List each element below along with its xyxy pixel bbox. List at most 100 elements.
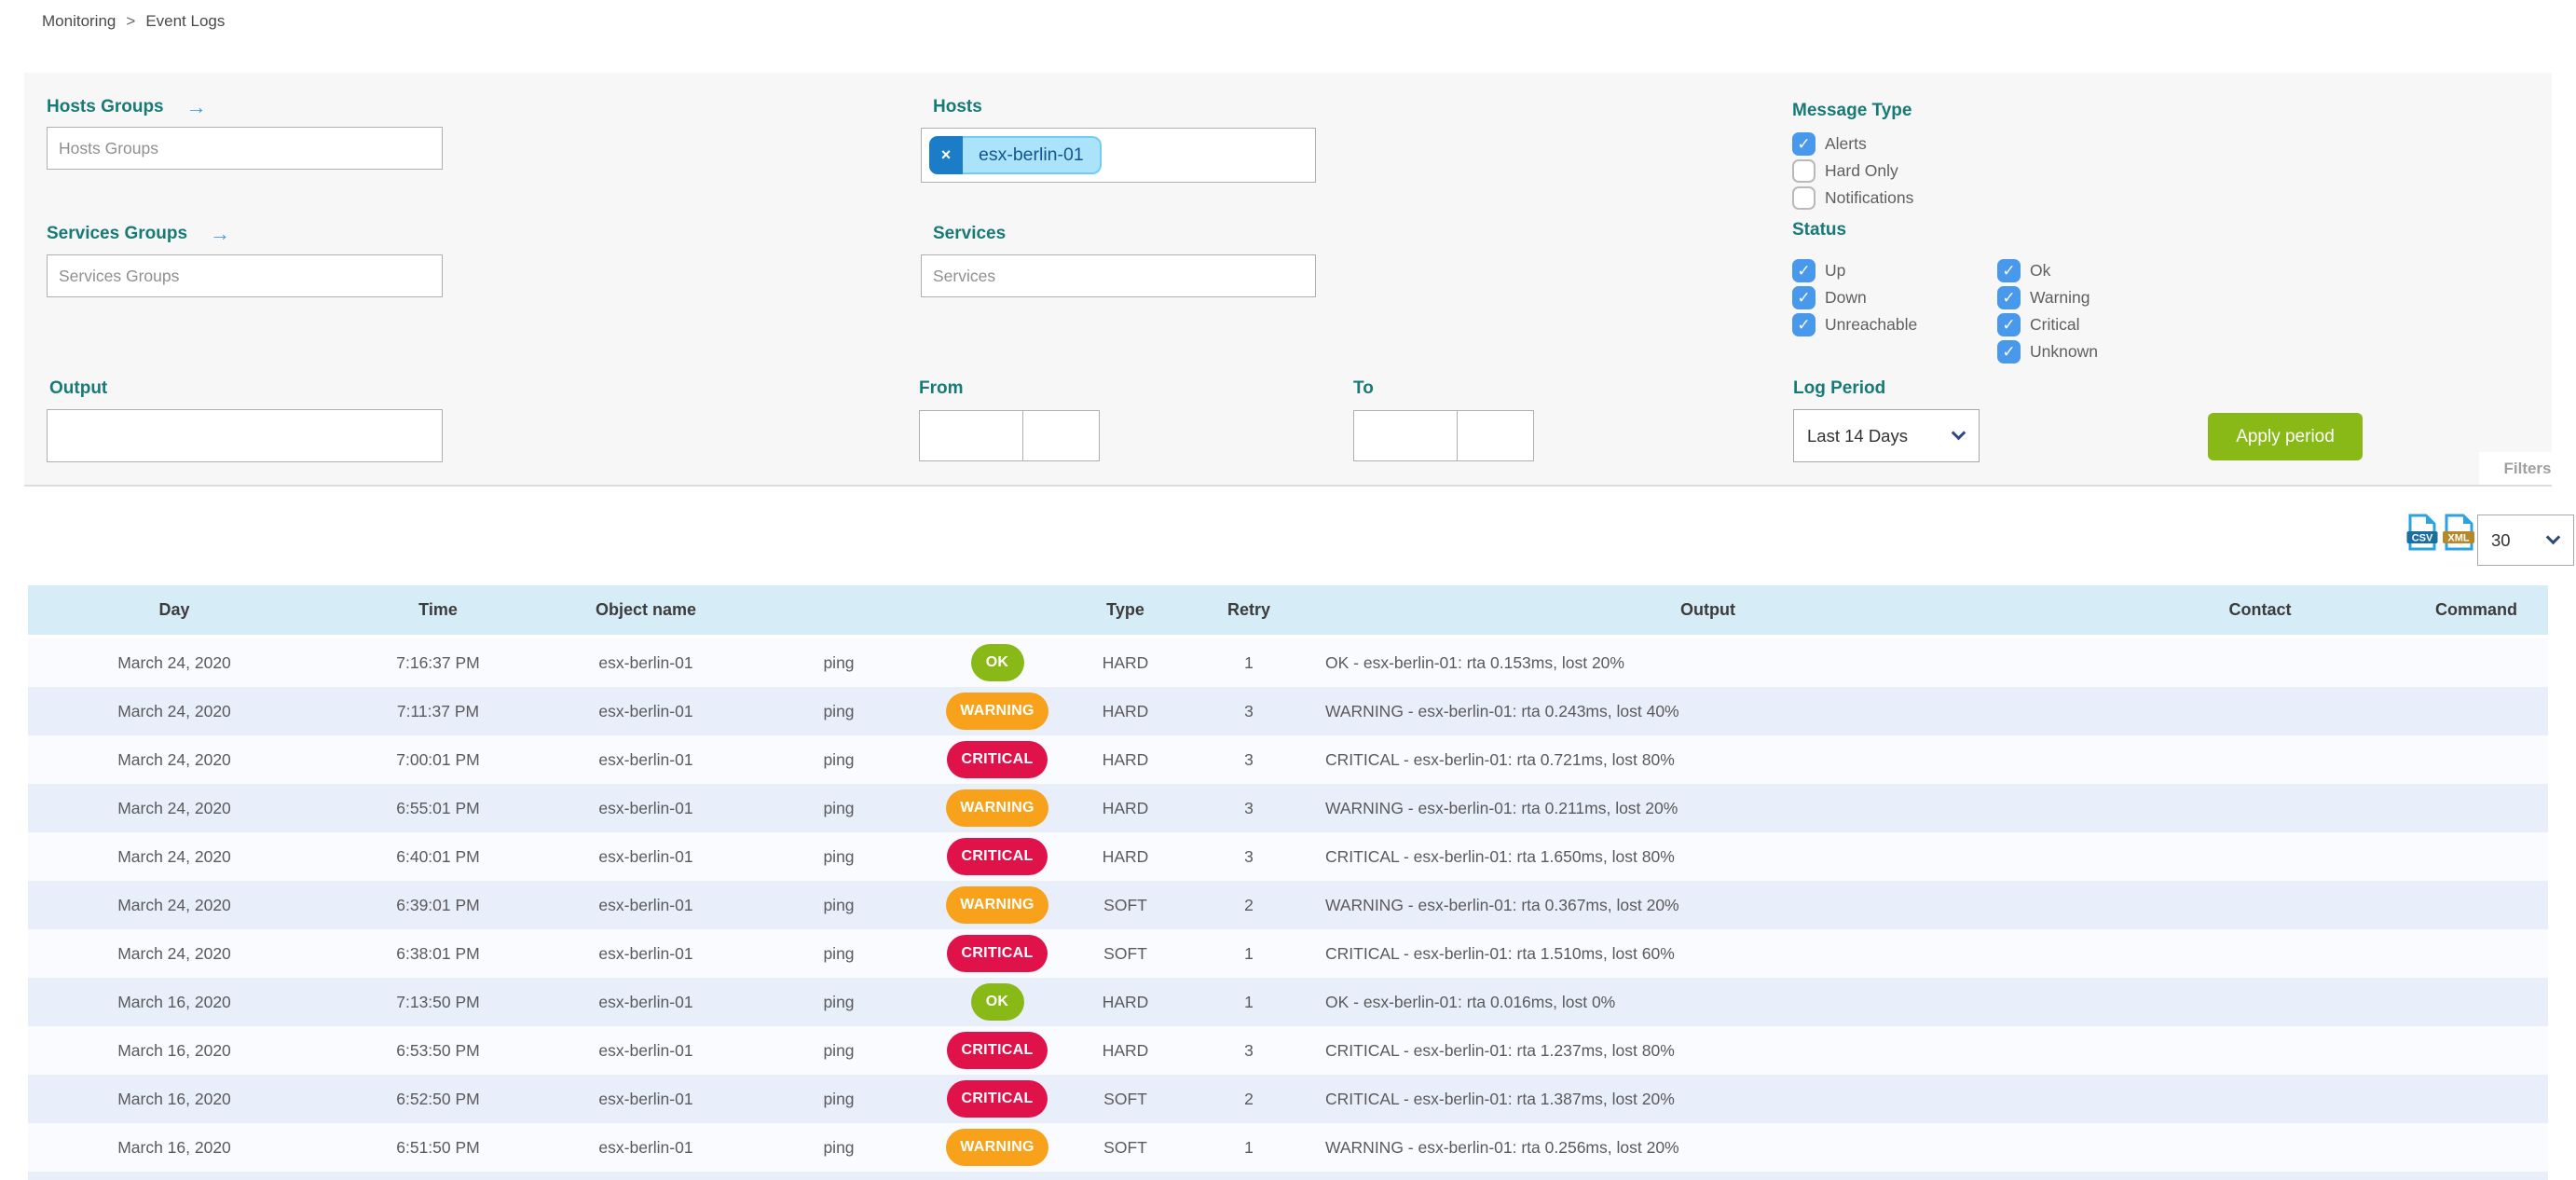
cell-command [2405,638,2548,687]
log-period-label: Log Period [1793,378,1886,398]
cell-object-name: esx-berlin-01 [598,895,693,914]
cell-retry: 3 [1244,701,1254,720]
cell-output: CRITICAL - esx-berlin-01: rta 1.237ms, l… [1325,1040,1675,1060]
breadcrumb-monitoring[interactable]: Monitoring [42,12,116,30]
checkbox-option[interactable]: Notifications [1792,185,1913,212]
cell-service: ping [823,749,855,769]
page-size-select[interactable]: 30 [2477,515,2574,566]
cell-retry: 3 [1244,749,1254,769]
cell-output: WARNING - esx-berlin-01: rta 0.243ms, lo… [1325,701,1679,720]
cell-status: OK [941,978,1053,1026]
to-date-input[interactable] [1353,410,1458,461]
apply-period-button[interactable]: Apply period [2208,413,2363,460]
checkbox-option[interactable]: ✓ Unreachable [1792,311,1917,338]
column-header [736,585,941,635]
cell-service: ping [823,1137,855,1157]
table-row: March 16, 2020 6:53:50 PM esx-berlin-01 … [28,1026,2548,1075]
cell-type: SOFT [1103,895,1147,914]
cell-status: WARNING [941,784,1053,832]
column-header: Type [1106,600,1144,619]
cell-retry: 3 [1244,1040,1254,1060]
table-row: March 24, 2020 7:16:37 PM esx-berlin-01 … [28,638,2548,687]
cell-service: ping [823,798,855,817]
cell-status: WARNING [941,687,1053,735]
checkbox-option[interactable]: Hard Only [1792,158,1913,185]
chip-label: esx-berlin-01 [963,136,1102,174]
cell-contact [2116,1123,2405,1172]
hosts-input[interactable]: × esx-berlin-01 [921,128,1316,183]
to-time-input[interactable] [1457,410,1534,461]
cell-output: CRITICAL - esx-berlin-01: rta 1.387ms, l… [1325,1089,1675,1108]
hosts-groups-input[interactable] [47,127,443,170]
cell-time: 6:38:01 PM [396,943,480,963]
chip-remove-icon[interactable]: × [929,136,963,174]
hosts-groups-label: Hosts Groups → [47,95,207,118]
column-header [941,585,1053,635]
output-input[interactable] [47,409,443,462]
checkbox-option[interactable]: ✓ Critical [1997,311,2098,338]
services-input[interactable] [921,254,1316,297]
cell-contact [2116,1026,2405,1075]
checkbox-icon: ✓ [1792,313,1816,336]
cell-output: WARNING - esx-berlin-01: rta 0.256ms, lo… [1325,1137,1679,1157]
output-label: Output [49,378,108,398]
cell-contact [2116,978,2405,1026]
cell-service: ping [823,1040,855,1060]
checkbox-option[interactable]: ✓ Alerts [1792,130,1913,158]
cell-output: CRITICAL - esx-berlin-01: rta 1.510ms, l… [1325,943,1675,963]
status-badge: WARNING [946,886,1048,924]
checkbox-option[interactable]: ✓ Up [1792,257,1917,284]
from-date-input[interactable] [919,410,1023,461]
cell-command [2405,1075,2548,1123]
status-badge: OK [970,644,1024,681]
cell-status: WARNING [941,881,1053,929]
cell-time: 6:55:01 PM [396,798,480,817]
cell-contact [2116,638,2405,687]
cell-object-name: esx-berlin-01 [598,749,693,769]
cell-status: OK [941,638,1053,687]
cell-output: CRITICAL - esx-berlin-01: rta 1.650ms, l… [1325,846,1675,866]
checkbox-option[interactable]: ✓ Warning [1997,284,2098,311]
table-row: March 24, 2020 7:00:01 PM esx-berlin-01 … [28,735,2548,784]
cell-type: HARD [1102,798,1149,817]
xml-export-icon[interactable]: XML [2442,514,2475,556]
cell-day: March 16, 2020 [117,1040,231,1060]
cell-time: 7:16:37 PM [396,652,480,672]
from-time-input[interactable] [1022,410,1100,461]
checkbox-icon: ✓ [1997,286,2021,309]
cell-retry: 2 [1244,1089,1254,1108]
cell-status: CRITICAL [941,1026,1053,1075]
cell-command [2405,735,2548,784]
status-badge: WARNING [946,693,1048,730]
checkbox-option[interactable]: ✓ Ok [1997,257,2098,284]
event-log-table: Day Time Object name Type Retry Output Contact… [28,585,2548,1180]
svg-text:XML: XML [2447,533,2470,544]
checkbox-option[interactable]: ✓ Down [1792,284,1917,311]
cell-type: SOFT [1103,1089,1147,1108]
cell-contact [2116,735,2405,784]
log-period-select[interactable]: Last 14 Days [1793,409,1980,462]
services-groups-input[interactable] [47,254,443,297]
cell-type: HARD [1102,1040,1149,1060]
column-header: Command [2434,600,2517,619]
table-row: March 16, 2020 6:52:50 PM esx-berlin-01 … [28,1075,2548,1123]
cell-status: WARNING [941,1123,1053,1172]
cell-type: HARD [1102,652,1149,672]
arrow-right-icon[interactable]: → [210,222,231,245]
checkbox-icon: ✓ [1792,132,1816,156]
cell-object-name: esx-berlin-01 [598,1089,693,1108]
column-header: Contact [2228,600,2292,619]
cell-time: 7:00:01 PM [396,749,480,769]
csv-export-icon[interactable]: CSV [2406,514,2438,556]
cell-time: 6:51:50 PM [396,1137,480,1157]
checkbox-icon [1792,159,1816,183]
cell-service: ping [823,701,855,720]
filters-tab[interactable]: Filters [2479,452,2576,485]
status-group-hosts: ✓ Up ✓ Down ✓ Unreachable [1792,257,1917,338]
arrow-right-icon[interactable]: → [185,95,207,118]
table-header-row: Day Time Object name Type Retry Output Contact… [28,585,2548,638]
checkbox-option[interactable]: ✓ Unknown [1997,338,2098,365]
cell-time: 7:13:50 PM [396,992,480,1011]
table-row: March 16, 2020 6:51:50 PM esx-berlin-01 … [28,1123,2548,1172]
cell-type: SOFT [1103,1137,1147,1157]
